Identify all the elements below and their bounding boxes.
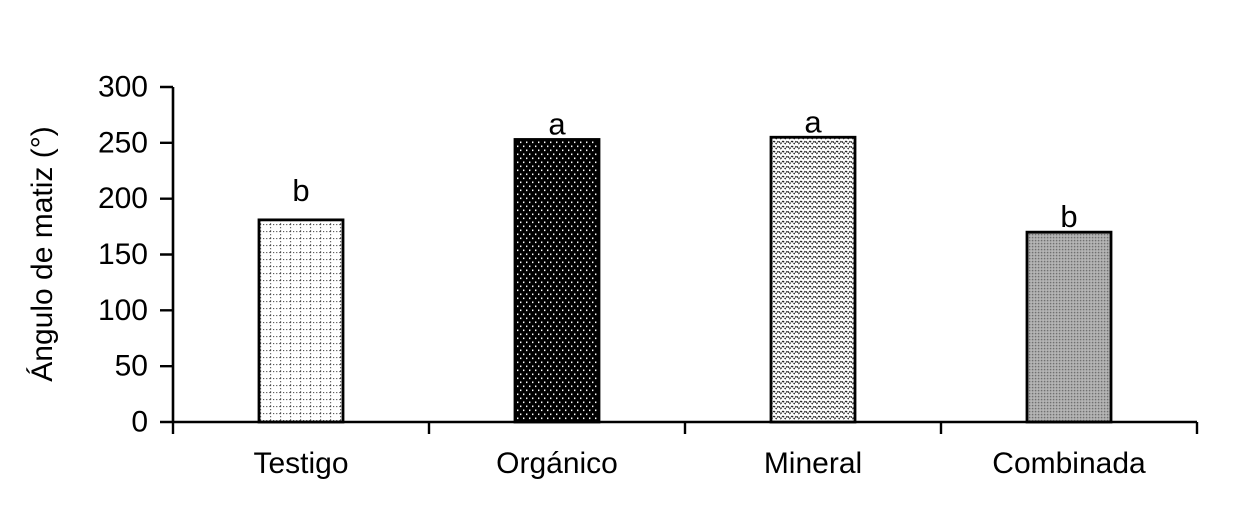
y-tick-0: 0 (131, 406, 148, 439)
y-tick-50: 50 (115, 350, 148, 383)
sig-letter-testigo: b (292, 173, 309, 208)
significance-letters: b a a b (292, 104, 1077, 234)
bar-combinada (1025, 230, 1113, 424)
sig-letter-mineral: a (804, 104, 822, 139)
y-tick-250: 250 (98, 126, 148, 159)
y-tick-150: 150 (98, 238, 148, 271)
y-tick-200: 200 (98, 182, 148, 215)
y-axis-ticks (160, 85, 173, 424)
x-axis (171, 420, 1199, 434)
category-label-organico: Orgánico (496, 447, 618, 480)
y-tick-300: 300 (98, 71, 148, 104)
category-labels: Testigo Orgánico Mineral Combinada (253, 447, 1146, 480)
bar-organico (513, 138, 601, 424)
bar-mineral (769, 135, 857, 424)
x-axis-ticks (171, 422, 1199, 434)
category-label-combinada: Combinada (992, 447, 1146, 480)
bars (257, 135, 1113, 424)
category-label-testigo: Testigo (253, 447, 348, 480)
y-axis-title: Ángulo de matiz (°) (26, 126, 59, 381)
y-tick-labels: 0 50 100 150 200 250 300 (98, 71, 148, 439)
y-axis (160, 85, 175, 424)
sig-letter-combinada: b (1060, 199, 1077, 234)
category-label-mineral: Mineral (764, 447, 862, 480)
sig-letter-organico: a (548, 106, 566, 141)
y-tick-100: 100 (98, 294, 148, 327)
bar-testigo (257, 218, 345, 424)
